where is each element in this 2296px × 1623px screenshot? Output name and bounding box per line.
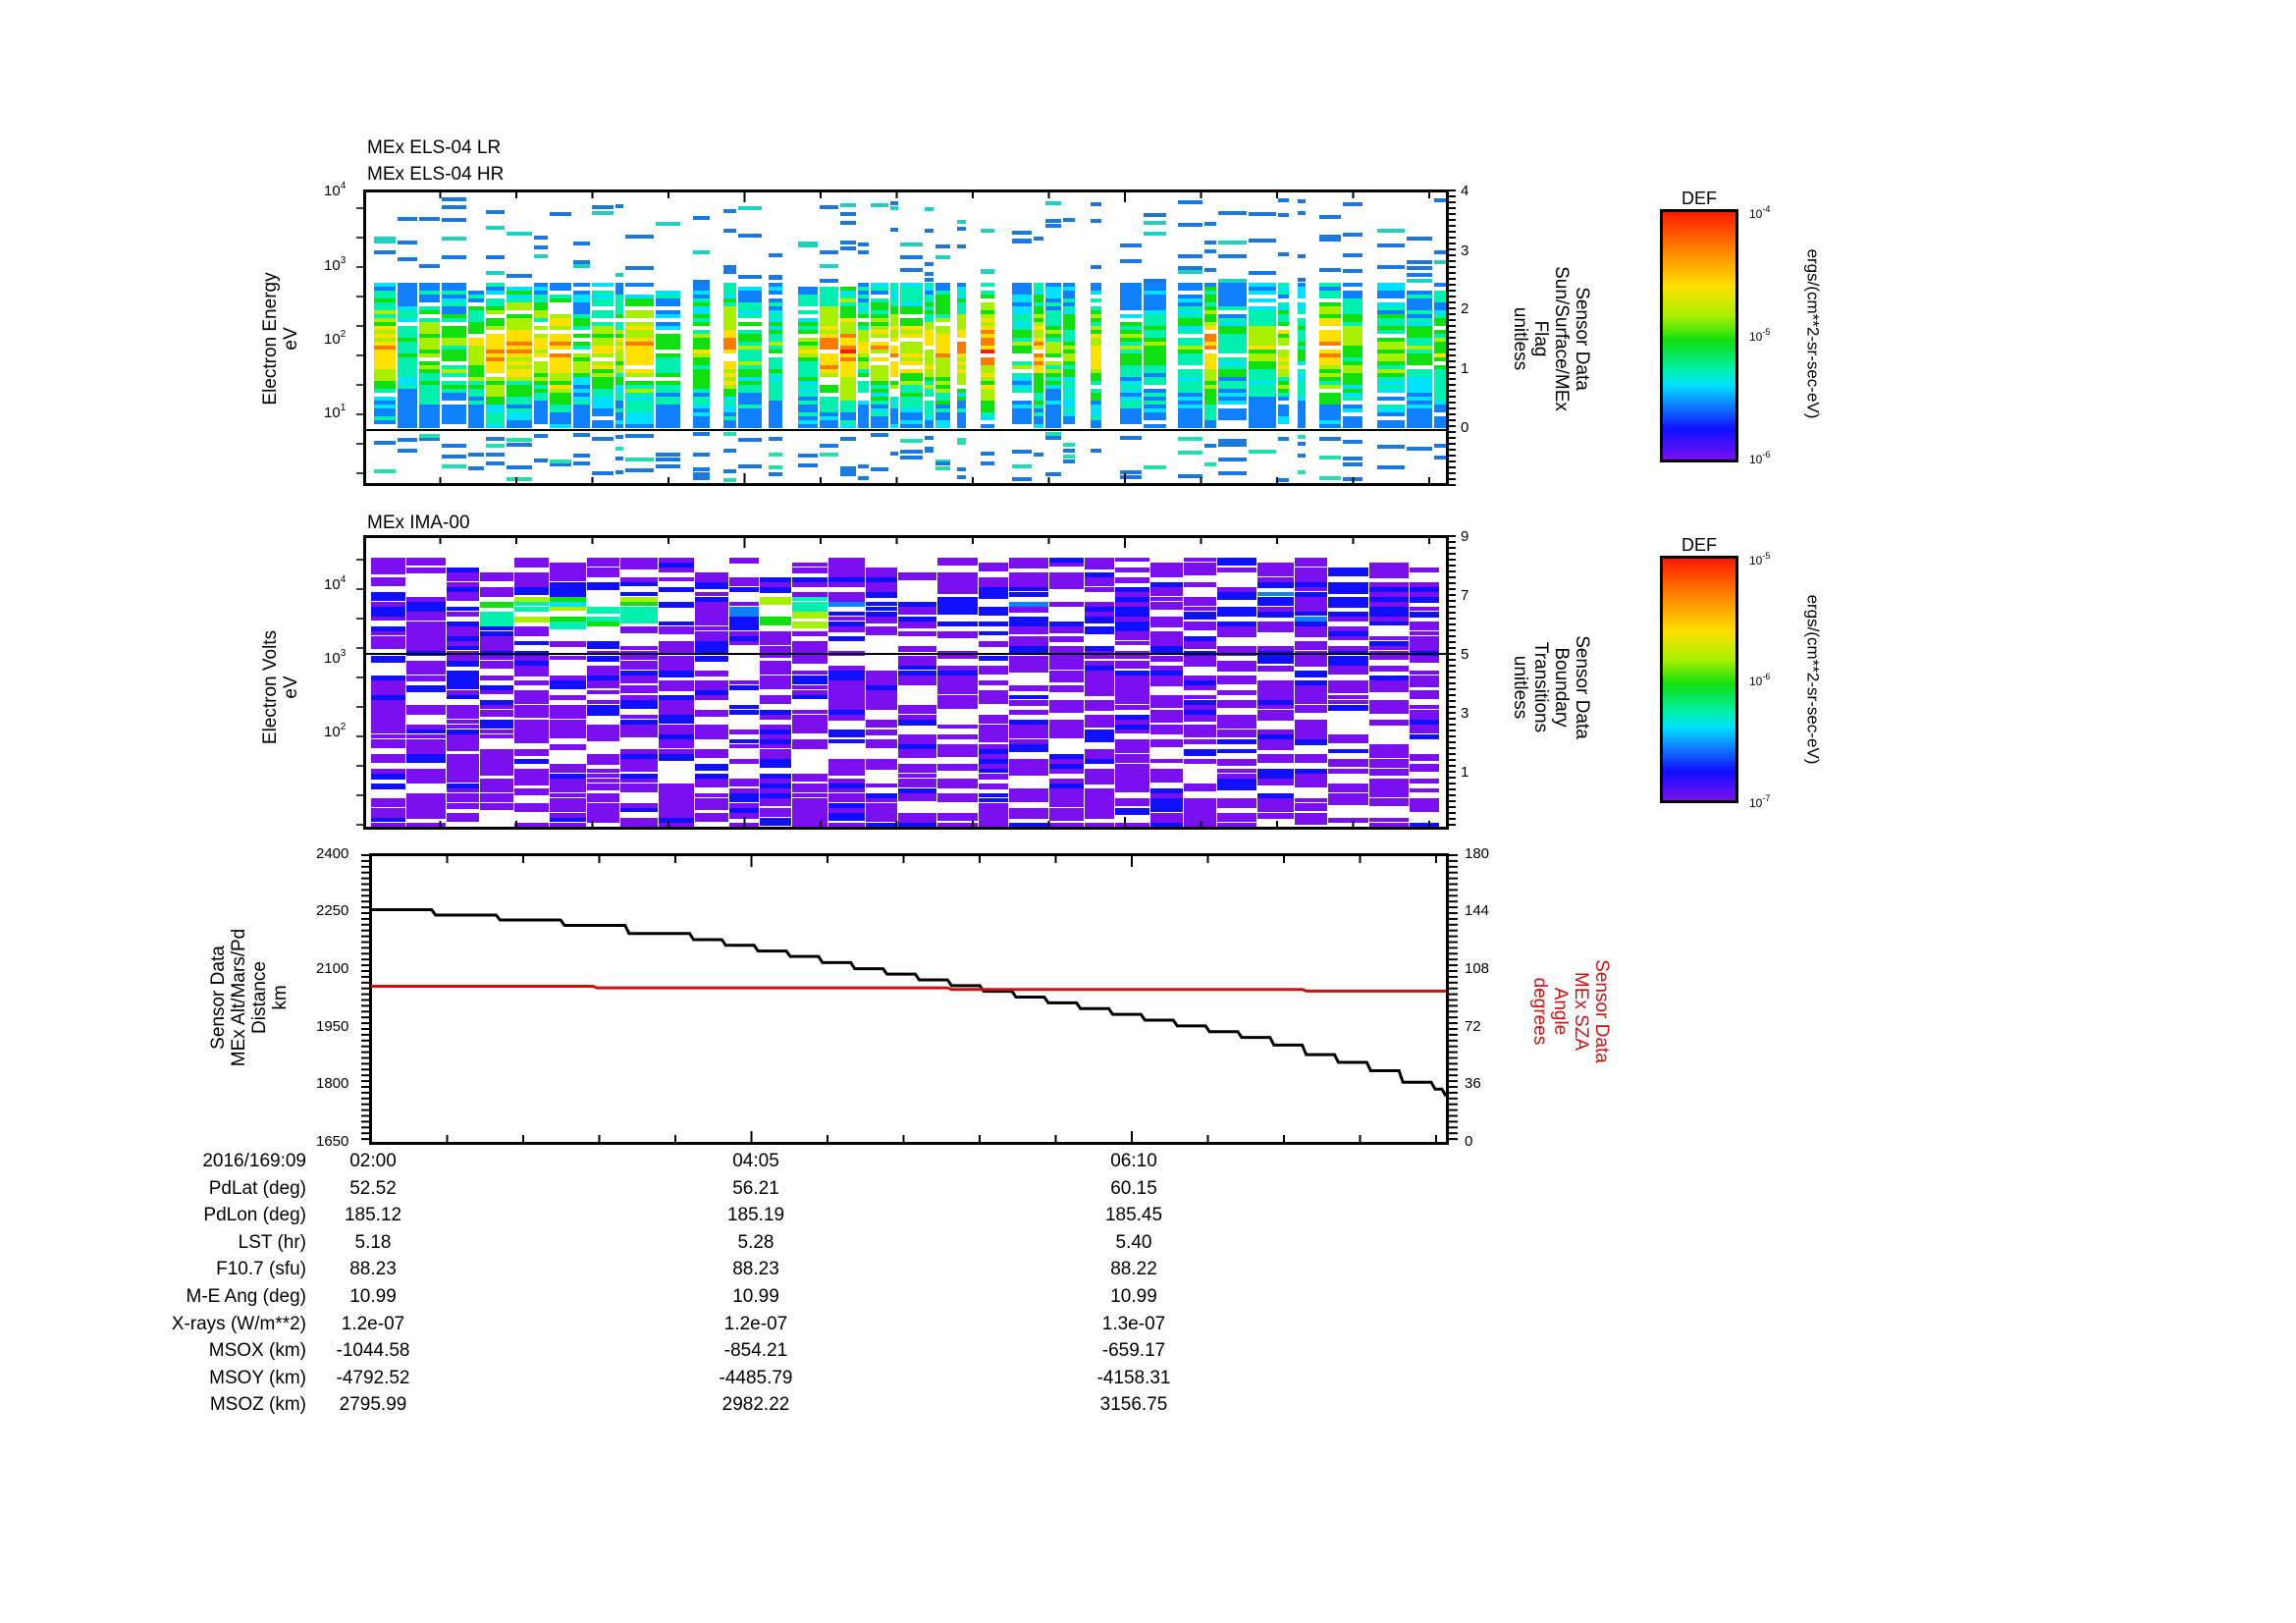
info-row-label: X-rays (W/m**2) <box>171 1313 306 1334</box>
els-rtick-0: 0 <box>1461 419 1469 436</box>
ima-boundary-overlay-line <box>366 653 1446 655</box>
info-row-value: 10.99 <box>349 1286 397 1307</box>
info-row-value: 185.19 <box>726 1205 785 1226</box>
els-rtick-3: 3 <box>1461 243 1469 259</box>
info-row-value: 1.2e-07 <box>341 1313 405 1334</box>
info-row-label: MSOY (km) <box>209 1367 306 1388</box>
info-row-label: PdLat (deg) <box>208 1177 306 1199</box>
ima-cbar-bottom: 10-7 <box>1749 793 1771 810</box>
ima-spectrogram-plot[interactable] <box>363 535 1449 830</box>
els-flag-overlay-line <box>366 429 1446 431</box>
ima-rtick-9: 9 <box>1461 528 1469 545</box>
orbit-right-axis-label: Sensor Data MEx SZA Angle degrees <box>1529 959 1612 1063</box>
info-row-value: -4792.52 <box>336 1367 410 1388</box>
info-row-value: 06:10 <box>1110 1151 1157 1171</box>
ima-ytick-1e2: 102 <box>324 722 347 740</box>
info-row-value: -1044.58 <box>336 1340 410 1362</box>
orbit-rtick-0: 0 <box>1465 1133 1473 1150</box>
info-row-value: 04:05 <box>732 1151 779 1171</box>
orbit-ytick-1800: 1800 <box>316 1075 349 1092</box>
info-row-label: MSOX (km) <box>208 1340 306 1362</box>
els-colorbar <box>1660 209 1738 462</box>
els-rtick-2: 2 <box>1461 300 1469 317</box>
els-ytick-1e1: 101 <box>324 403 347 421</box>
ima-title: MEx IMA-00 <box>367 513 470 533</box>
info-row-value: 3156.75 <box>1099 1394 1168 1416</box>
orbit-rtick-144: 144 <box>1465 902 1490 919</box>
els-colorbar-title: DEF <box>1682 189 1717 208</box>
orbit-ytick-1950: 1950 <box>316 1018 349 1035</box>
orbit-rtick-180: 180 <box>1465 845 1490 862</box>
info-row-value: -854.21 <box>723 1340 788 1362</box>
info-row-value: 88.23 <box>349 1259 397 1280</box>
orbit-rtick-108: 108 <box>1465 960 1490 977</box>
ima-rtick-5: 5 <box>1461 646 1469 663</box>
info-row-label: F10.7 (sfu) <box>216 1259 306 1280</box>
info-row-value: 5.40 <box>1115 1231 1152 1253</box>
ima-colorbar <box>1660 556 1738 803</box>
info-row-value: 5.28 <box>737 1231 774 1253</box>
ima-rtick-3: 3 <box>1461 705 1469 722</box>
ima-rtick-1: 1 <box>1461 764 1469 781</box>
info-row-value: 02:00 <box>349 1151 397 1171</box>
orbit-rtick-72: 72 <box>1465 1018 1481 1035</box>
els-rtick-1: 1 <box>1461 360 1469 377</box>
info-row-value: -659.17 <box>1101 1340 1166 1362</box>
info-row-value: 1.2e-07 <box>723 1313 788 1334</box>
orbit-line-plot[interactable] <box>369 853 1449 1145</box>
ima-cbar-mid: 10-6 <box>1749 672 1771 688</box>
ima-colorbar-title: DEF <box>1682 535 1717 555</box>
orbit-ytick-2100: 2100 <box>316 960 349 977</box>
els-rtick-4: 4 <box>1461 183 1469 199</box>
info-row-label: PdLon (deg) <box>203 1205 306 1226</box>
orbit-ytick-2400: 2400 <box>316 845 349 862</box>
info-row-label: M-E Ang (deg) <box>186 1286 307 1307</box>
info-row-value: 5.18 <box>354 1231 392 1253</box>
els-cbar-top: 10-4 <box>1749 204 1771 221</box>
info-row-value: -4158.31 <box>1096 1367 1171 1388</box>
info-row-value: 60.15 <box>1110 1177 1157 1199</box>
els-ytick-1e3: 103 <box>324 255 347 274</box>
info-row-value: 10.99 <box>732 1286 779 1307</box>
info-row-value: 2795.99 <box>339 1394 407 1416</box>
info-row-value: 185.45 <box>1104 1205 1163 1226</box>
info-row-value: 1.3e-07 <box>1101 1313 1166 1334</box>
info-row-label: MSOZ (km) <box>209 1394 306 1416</box>
info-row-label: 2016/169:09 <box>202 1151 306 1171</box>
els-ytick-1e2: 102 <box>324 329 347 348</box>
info-row-value: -4485.79 <box>719 1367 793 1388</box>
els-title-lr: MEx ELS-04 LR <box>367 137 502 158</box>
info-row-value: 185.12 <box>344 1205 402 1226</box>
info-row-value: 10.99 <box>1110 1286 1157 1307</box>
ima-rtick-7: 7 <box>1461 587 1469 604</box>
orbit-ytick-1650: 1650 <box>316 1133 349 1150</box>
ima-ytick-1e4: 104 <box>324 574 347 593</box>
info-row-value: 52.52 <box>349 1177 397 1199</box>
info-row-value: 88.22 <box>1110 1259 1157 1280</box>
orbit-ytick-2250: 2250 <box>316 902 349 919</box>
info-row-value: 56.21 <box>732 1177 779 1199</box>
els-spectrogram-plot[interactable] <box>363 189 1449 486</box>
ima-cbar-top: 10-5 <box>1749 551 1771 568</box>
info-row-value: 88.23 <box>732 1259 779 1280</box>
orbit-rtick-36: 36 <box>1465 1075 1481 1092</box>
info-row-value: 2982.22 <box>721 1394 790 1416</box>
ima-ytick-1e3: 103 <box>324 648 347 667</box>
els-title-hr: MEx ELS-04 HR <box>367 164 505 185</box>
els-cbar-bottom: 10-6 <box>1749 450 1771 466</box>
els-ytick-1e4: 104 <box>324 181 347 199</box>
info-row-label: LST (hr) <box>238 1231 306 1253</box>
els-cbar-mid: 10-5 <box>1749 327 1771 344</box>
